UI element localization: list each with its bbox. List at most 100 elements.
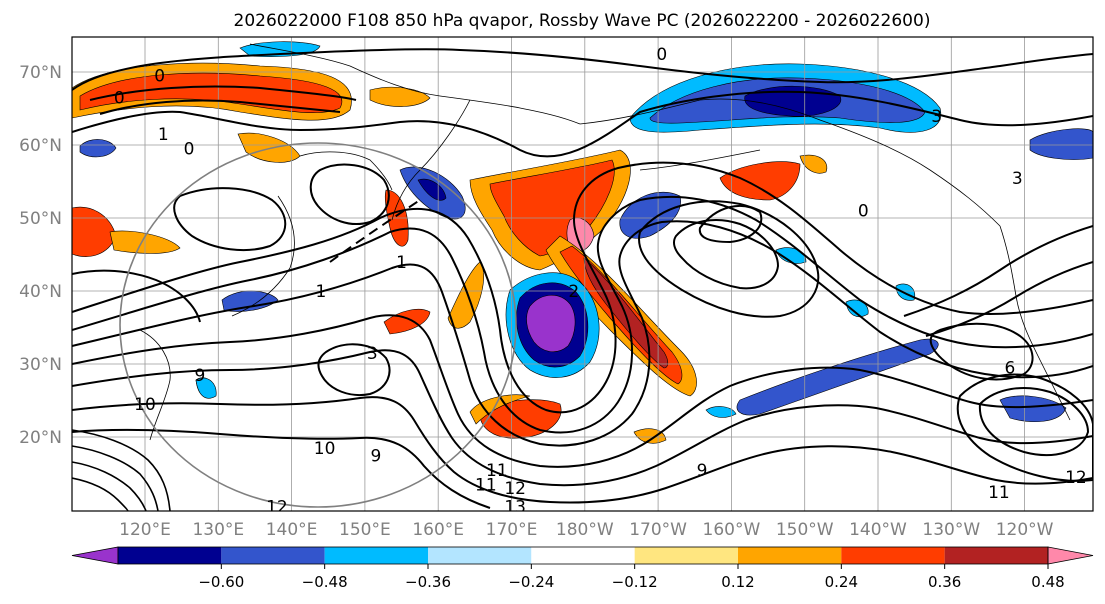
anomaly-negative-east-coast bbox=[999, 395, 1067, 422]
latitude-tick-label: 30°N bbox=[19, 355, 62, 375]
contour-polar-1 bbox=[72, 90, 1093, 158]
colorbar-segment bbox=[944, 547, 1048, 564]
colorbar-segment bbox=[738, 547, 842, 564]
anomaly-negative-ne-corner bbox=[1029, 128, 1093, 160]
shaded-anomaly-fields bbox=[72, 41, 1093, 444]
height-contours bbox=[72, 48, 1093, 511]
longitude-tick-label: 180°W bbox=[556, 520, 614, 540]
reference-circle bbox=[119, 142, 517, 508]
contour-east-high-3 bbox=[929, 322, 1034, 381]
anomaly-strong-positive-arctic-west bbox=[79, 72, 343, 114]
anomaly-negative-nw-2 bbox=[79, 139, 117, 158]
anomaly-positive-gulf-alaska bbox=[719, 161, 801, 201]
longitude-tick-label: 120°W bbox=[996, 520, 1054, 540]
contour-value-label: 11 bbox=[475, 475, 497, 495]
contour-value-label: 0 bbox=[114, 89, 125, 109]
contour-east-high-2 bbox=[978, 387, 1090, 456]
contour-trough-west-2 bbox=[72, 195, 1093, 434]
anomaly-positive-dateline-north bbox=[369, 86, 431, 107]
contour-value-label: 10 bbox=[314, 439, 336, 459]
contour-value-label: 11 bbox=[988, 483, 1010, 503]
contour-value-label: 3 bbox=[367, 344, 378, 364]
figure-title: 2026022000 F108 850 hPa qvapor, Rossby W… bbox=[234, 11, 931, 31]
contour-okhotsk-loop bbox=[309, 163, 390, 225]
coastline-north-america bbox=[999, 225, 1071, 421]
coastline-okhotsk bbox=[299, 151, 393, 191]
contour-value-label: 2 bbox=[568, 282, 579, 302]
contour-value-label: 11 bbox=[486, 461, 508, 481]
trough-axis-dashed bbox=[329, 199, 421, 263]
contour-subtropic-3 bbox=[72, 396, 1093, 504]
longitude-tick-label: 140°E bbox=[266, 520, 318, 540]
contour-subtropic-1 bbox=[72, 314, 1093, 468]
colorbar-tick-label: −0.36 bbox=[405, 573, 451, 591]
longitude-tick-label: 150°W bbox=[776, 520, 834, 540]
colorbar-tick-label: −0.24 bbox=[508, 573, 554, 591]
longitude-tick-label: 130°E bbox=[192, 520, 244, 540]
colorbar-segment bbox=[428, 547, 532, 564]
anomaly-negative-subtropical-band bbox=[736, 338, 939, 416]
longitude-tick-label: 170°W bbox=[629, 520, 687, 540]
colorbar-segment bbox=[221, 547, 325, 564]
contour-central-low-loop bbox=[317, 343, 391, 396]
contour-east-coast-1 bbox=[903, 225, 1093, 317]
colorbar-tick-label: 0.24 bbox=[825, 573, 858, 591]
contour-ridge-east-1 bbox=[638, 200, 820, 318]
contour-value-label: 0 bbox=[184, 140, 195, 160]
anomaly-negative-gulf-alaska bbox=[619, 191, 681, 239]
contour-value-label: 1 bbox=[396, 253, 407, 273]
longitude-tick-label: 120°E bbox=[119, 520, 171, 540]
contour-value-label: 1 bbox=[158, 125, 169, 145]
contour-trough-west-3 bbox=[72, 220, 1093, 447]
contour-value-label: 9 bbox=[697, 461, 708, 481]
contour-value-label: 1 bbox=[316, 282, 327, 302]
contour-trough-west-1 bbox=[72, 161, 1093, 414]
colorbar-segment bbox=[324, 547, 428, 564]
coastline-siberia bbox=[249, 43, 581, 125]
longitude-tick-label: 170°E bbox=[486, 520, 538, 540]
coastline-aleutians bbox=[639, 149, 761, 171]
colorbar-segment bbox=[841, 547, 945, 564]
anomaly-negative-trough-core bbox=[526, 294, 576, 353]
contour-sea-japan-loop bbox=[173, 187, 287, 252]
anomaly-positive-subtropical-edge bbox=[469, 394, 531, 425]
colorbar-tick-label: −0.12 bbox=[612, 573, 658, 591]
anomaly-negative-subtropical-band-edge bbox=[705, 406, 737, 418]
lat-lon-grid bbox=[72, 37, 1093, 511]
latitude-axis-labels: 70°N 60°N 50°N 40°N 30°N 20°N bbox=[19, 63, 62, 448]
contour-polar-0 bbox=[72, 48, 1093, 91]
contour-value-label: 13 bbox=[504, 497, 526, 517]
longitude-axis-labels: 120°E 130°E 140°E 150°E 160°E 170°E 180°W 170°W… bbox=[119, 520, 1054, 540]
contour-value-label: 6 bbox=[1005, 359, 1016, 379]
longitude-tick-label: 130°W bbox=[922, 520, 980, 540]
contour-value-label: 12 bbox=[1065, 468, 1087, 488]
longitude-tick-label: 150°E bbox=[339, 520, 391, 540]
colorbar-tick-label: 0.48 bbox=[1031, 573, 1064, 591]
latitude-tick-label: 70°N bbox=[19, 63, 62, 83]
contour-subtropic-2 bbox=[72, 349, 1093, 487]
coastline-kamchatka bbox=[391, 99, 471, 221]
latitude-tick-label: 40°N bbox=[19, 282, 62, 302]
contour-ridge-east-3 bbox=[698, 204, 763, 244]
anomaly-negative-okhotsk-core bbox=[417, 178, 447, 201]
colorbar-segment bbox=[118, 547, 222, 564]
contour-ridge-east-2 bbox=[673, 219, 780, 290]
colorbar-extend-high bbox=[1047, 546, 1094, 565]
contour-value-label: 12 bbox=[504, 479, 526, 499]
anomaly-negative-hawaii bbox=[845, 299, 869, 317]
colorbar-tick-label: 0.12 bbox=[721, 573, 754, 591]
contour-siberia-inner bbox=[99, 99, 341, 115]
colorbar-segment bbox=[531, 547, 635, 564]
longitude-tick-label: 160°E bbox=[412, 520, 464, 540]
contour-china-1 bbox=[72, 269, 201, 323]
colorbar-tick-label: −0.60 bbox=[198, 573, 244, 591]
longitude-tick-label: 160°W bbox=[703, 520, 761, 540]
colorbar-tick-label: 0.36 bbox=[928, 573, 961, 591]
contour-east-coast-2 bbox=[925, 261, 1093, 337]
latitude-tick-label: 20°N bbox=[19, 428, 62, 448]
latitude-tick-label: 50°N bbox=[19, 209, 62, 229]
colorbar-extend-low bbox=[71, 546, 119, 565]
contour-value-label: 0 bbox=[858, 202, 869, 222]
